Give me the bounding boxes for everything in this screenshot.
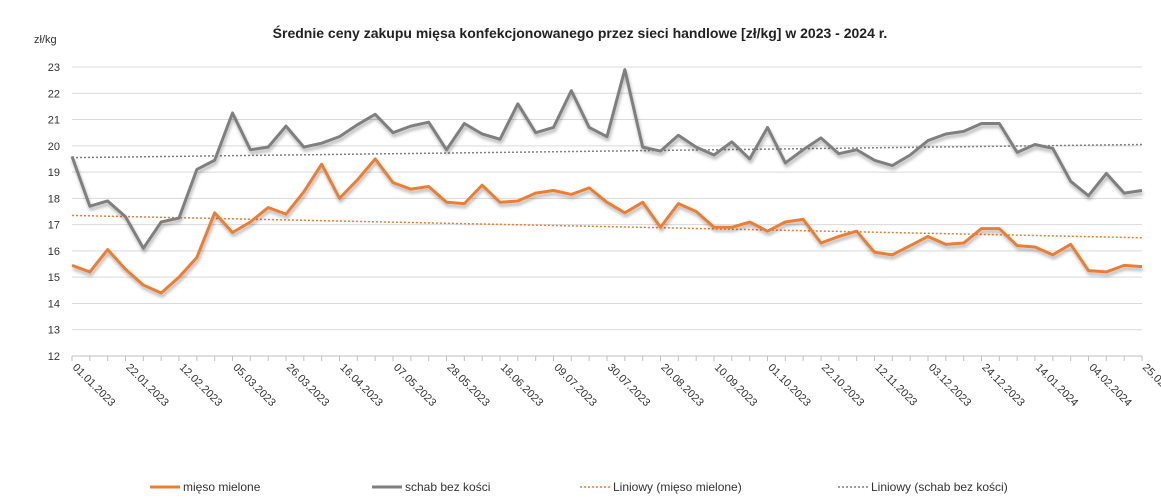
- x-tick-label: 24.12.2023: [979, 362, 1026, 409]
- trend-line: [71, 214, 1143, 239]
- x-tick-label: 26.03.2023: [284, 362, 331, 409]
- y-tick-label: 18: [48, 193, 60, 205]
- y-tick-label: 22: [48, 88, 60, 100]
- legend-label: schab bez kości: [405, 480, 490, 494]
- trend-line: [71, 143, 1143, 159]
- chart-title: Średnie ceny zakupu mięsa konfekcjonowan…: [273, 24, 888, 41]
- x-tick-label: 12.02.2023: [177, 362, 224, 409]
- x-tick-label: 01.01.2023: [70, 362, 117, 409]
- x-tick-label: 22.01.2023: [123, 362, 170, 409]
- series-line: [70, 68, 1143, 250]
- x-tick-label: 03.12.2023: [926, 362, 973, 409]
- x-tick-label: 28.05.2023: [444, 362, 491, 409]
- y-tick-label: 13: [48, 325, 60, 337]
- x-tick-label: 22.10.2023: [819, 362, 866, 409]
- y-tick-label: 17: [48, 220, 60, 232]
- series-line: [71, 157, 1143, 295]
- x-tick-label: 04.02.2024: [1086, 362, 1133, 409]
- y-tick-label: 16: [48, 246, 60, 258]
- y-axis-unit: zł/kg: [34, 34, 57, 46]
- legend-label: Liniowy (mięso mielone): [613, 480, 742, 494]
- x-tick-label: 07.05.2023: [391, 362, 438, 409]
- legend-label: mięso mielone: [183, 480, 261, 494]
- x-tick-label: 09.07.2023: [551, 362, 598, 409]
- x-tick-label: 05.03.2023: [230, 362, 277, 409]
- x-tick-label: 14.01.2024: [1033, 362, 1080, 409]
- legend-label: Liniowy (schab bez kości): [871, 480, 1008, 494]
- y-tick-label: 14: [48, 298, 60, 310]
- y-tick-label: 21: [48, 115, 60, 127]
- x-tick-label: 30.07.2023: [605, 362, 652, 409]
- x-tick-label: 01.10.2023: [765, 362, 812, 409]
- y-tick-label: 15: [48, 272, 60, 284]
- y-tick-label: 20: [48, 141, 60, 153]
- y-tick-label: 19: [48, 167, 60, 179]
- x-tick-label: 25.02.2024: [1140, 362, 1161, 409]
- y-tick-label: 12: [48, 351, 60, 363]
- x-tick-label: 16.04.2023: [337, 362, 384, 409]
- x-tick-label: 10.09.2023: [712, 362, 759, 409]
- y-tick-label: 23: [48, 62, 60, 74]
- x-tick-label: 18.06.2023: [498, 362, 545, 409]
- x-tick-label: 12.11.2023: [872, 362, 919, 409]
- x-tick-label: 20.08.2023: [658, 362, 705, 409]
